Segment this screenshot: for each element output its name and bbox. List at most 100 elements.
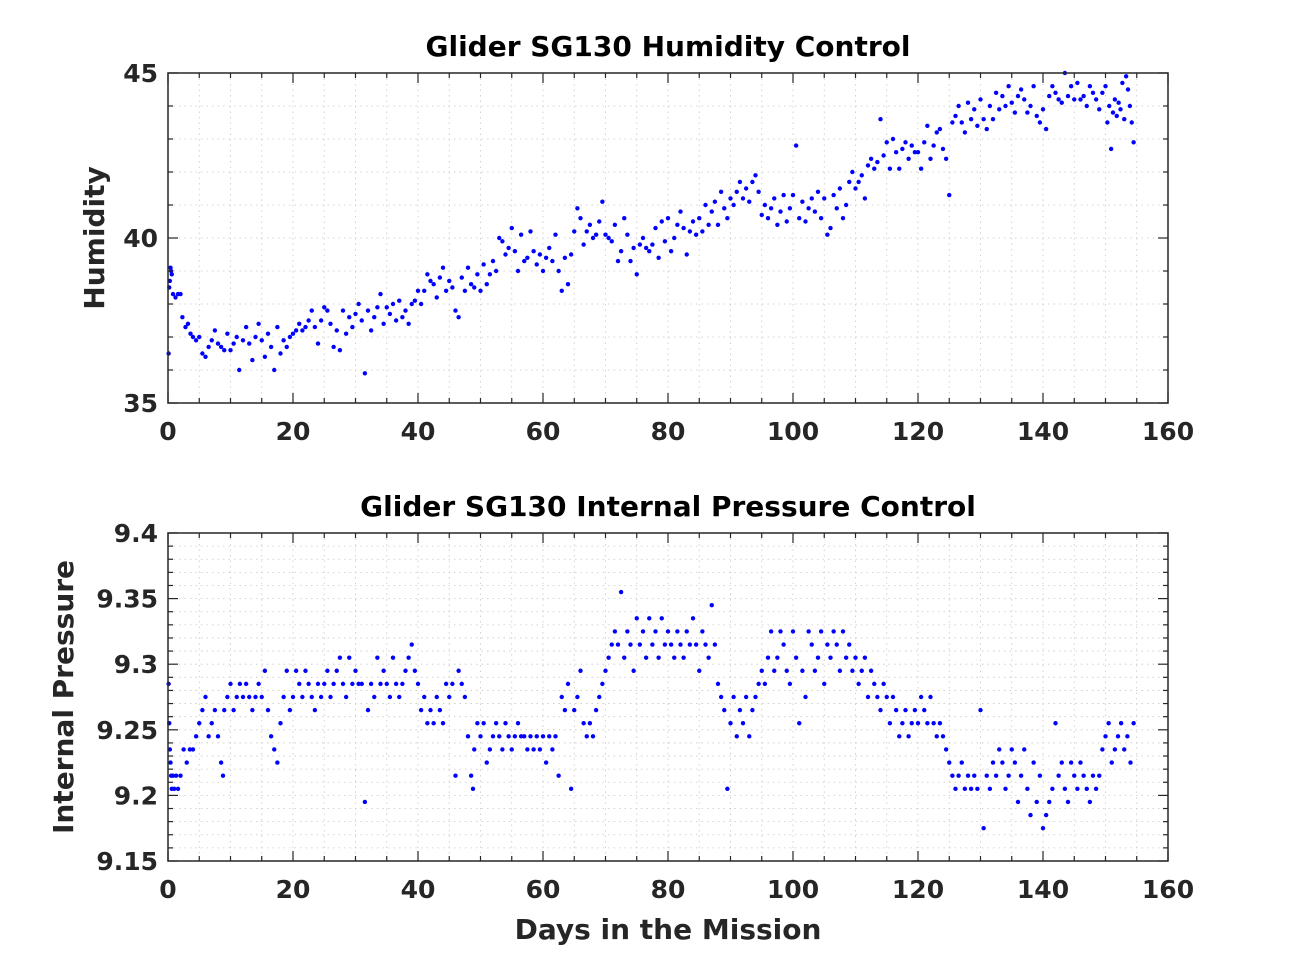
humidity-data-point (490, 258, 496, 264)
pressure-data-point (950, 773, 955, 778)
humidity-data-point (590, 235, 596, 241)
pressure-data-point (897, 734, 902, 739)
pressure-data-point (912, 707, 918, 713)
humidity-data-point (434, 295, 439, 300)
pressure-data-point (631, 668, 636, 673)
humidity-data-point (243, 324, 249, 330)
pressure-data-point (537, 747, 543, 752)
pressure-data-point (250, 707, 255, 713)
humidity-data-point (531, 249, 536, 254)
humidity-data-point (512, 249, 518, 254)
pressure-data-point (303, 668, 308, 673)
pressure-data-point (468, 773, 474, 778)
pressure-data-point (443, 681, 449, 687)
humidity-data-point (890, 136, 896, 142)
humidity-data-point (1122, 117, 1127, 122)
humidity-data-point (884, 140, 889, 145)
pressure-x-tick-label: 20 (276, 875, 311, 904)
pressure-data-point (1031, 760, 1036, 765)
pressure-data-point (275, 760, 280, 765)
humidity-data-point (693, 232, 699, 237)
humidity-data-point (787, 206, 793, 211)
pressure-data-point (984, 773, 989, 778)
humidity-data-point (697, 216, 702, 221)
humidity-data-point (806, 206, 811, 211)
humidity-data-point (343, 331, 349, 336)
pressure-data-point (447, 694, 452, 700)
pressure-data-point (1122, 747, 1127, 752)
pressure-data-point (715, 681, 721, 687)
pressure-data-point (640, 629, 646, 634)
pressure-data-point (825, 642, 830, 647)
pressure-data-point (878, 707, 883, 713)
pressure-data-point (1112, 747, 1118, 752)
humidity-data-point (287, 334, 293, 340)
humidity-data-point (1116, 100, 1121, 105)
humidity-data-point (337, 348, 343, 353)
humidity-data-point (293, 328, 299, 333)
humidity-data-point (515, 268, 521, 274)
humidity-data-point (1075, 80, 1080, 86)
humidity-data-point (222, 348, 227, 353)
humidity-data-point (453, 308, 458, 313)
humidity-data-point (428, 278, 433, 284)
pressure-data-point (884, 694, 889, 700)
humidity-data-point (809, 196, 814, 201)
humidity-data-point (228, 348, 233, 353)
pressure-axes: Glider SG130 Internal Pressure Control I… (47, 490, 1194, 946)
humidity-data-point (1012, 110, 1018, 115)
pressure-data-point (412, 668, 418, 673)
humidity-data-point (553, 232, 558, 237)
humidity-data-point (650, 242, 655, 247)
pressure-data-point (1000, 760, 1005, 765)
pressure-data-point (203, 694, 208, 700)
humidity-data-point (465, 265, 471, 270)
humidity-data-point (340, 308, 346, 313)
humidity-data-point (768, 206, 774, 211)
humidity-data-point (1107, 103, 1112, 109)
humidity-data-point (1123, 74, 1129, 79)
pressure-data-point (993, 773, 999, 778)
humidity-data-point (725, 216, 730, 221)
humidity-data-point (918, 166, 924, 171)
humidity-data-point (562, 255, 568, 260)
pressure-data-point (834, 642, 839, 647)
humidity-data-point (968, 117, 974, 122)
pressure-data-point (893, 707, 899, 713)
pressure-data-point (456, 668, 461, 673)
pressure-data-point (953, 786, 958, 792)
pressure-data-point (253, 694, 258, 700)
humidity-data-point (700, 229, 705, 234)
pressure-data-point (1093, 786, 1099, 792)
humidity-data-point (881, 153, 886, 158)
pressure-data-point (1015, 799, 1021, 805)
humidity-data-point (1105, 120, 1110, 125)
pressure-data-point (609, 642, 614, 647)
pressure-data-point (1037, 773, 1043, 778)
pressure-data-point (693, 642, 699, 647)
humidity-data-point (173, 295, 178, 300)
pressure-data-point (565, 681, 571, 687)
pressure-data-point (659, 616, 664, 621)
pressure-data-point (822, 681, 827, 687)
pressure-data-point (1043, 812, 1049, 818)
pressure-data-point (1131, 721, 1136, 726)
pressure-data-point (487, 747, 493, 752)
pressure-data-point (506, 734, 511, 739)
pressure-data-point (978, 707, 983, 713)
humidity-data-point (1108, 146, 1114, 152)
pressure-data-point (947, 760, 952, 765)
humidity-data-point (578, 216, 583, 221)
pressure-data-point (222, 707, 227, 713)
pressure-data-point (881, 681, 886, 687)
pressure-data-point (728, 721, 733, 726)
humidity-data-point (497, 235, 502, 241)
humidity-data-point (278, 351, 283, 356)
humidity-data-point (681, 225, 686, 231)
pressure-data-point (172, 786, 177, 792)
pressure-data-point (306, 681, 311, 687)
humidity-data-point (1056, 97, 1061, 102)
pressure-data-point (509, 747, 514, 752)
humidity-data-point (1087, 84, 1093, 89)
pressure-data-point (453, 773, 458, 778)
